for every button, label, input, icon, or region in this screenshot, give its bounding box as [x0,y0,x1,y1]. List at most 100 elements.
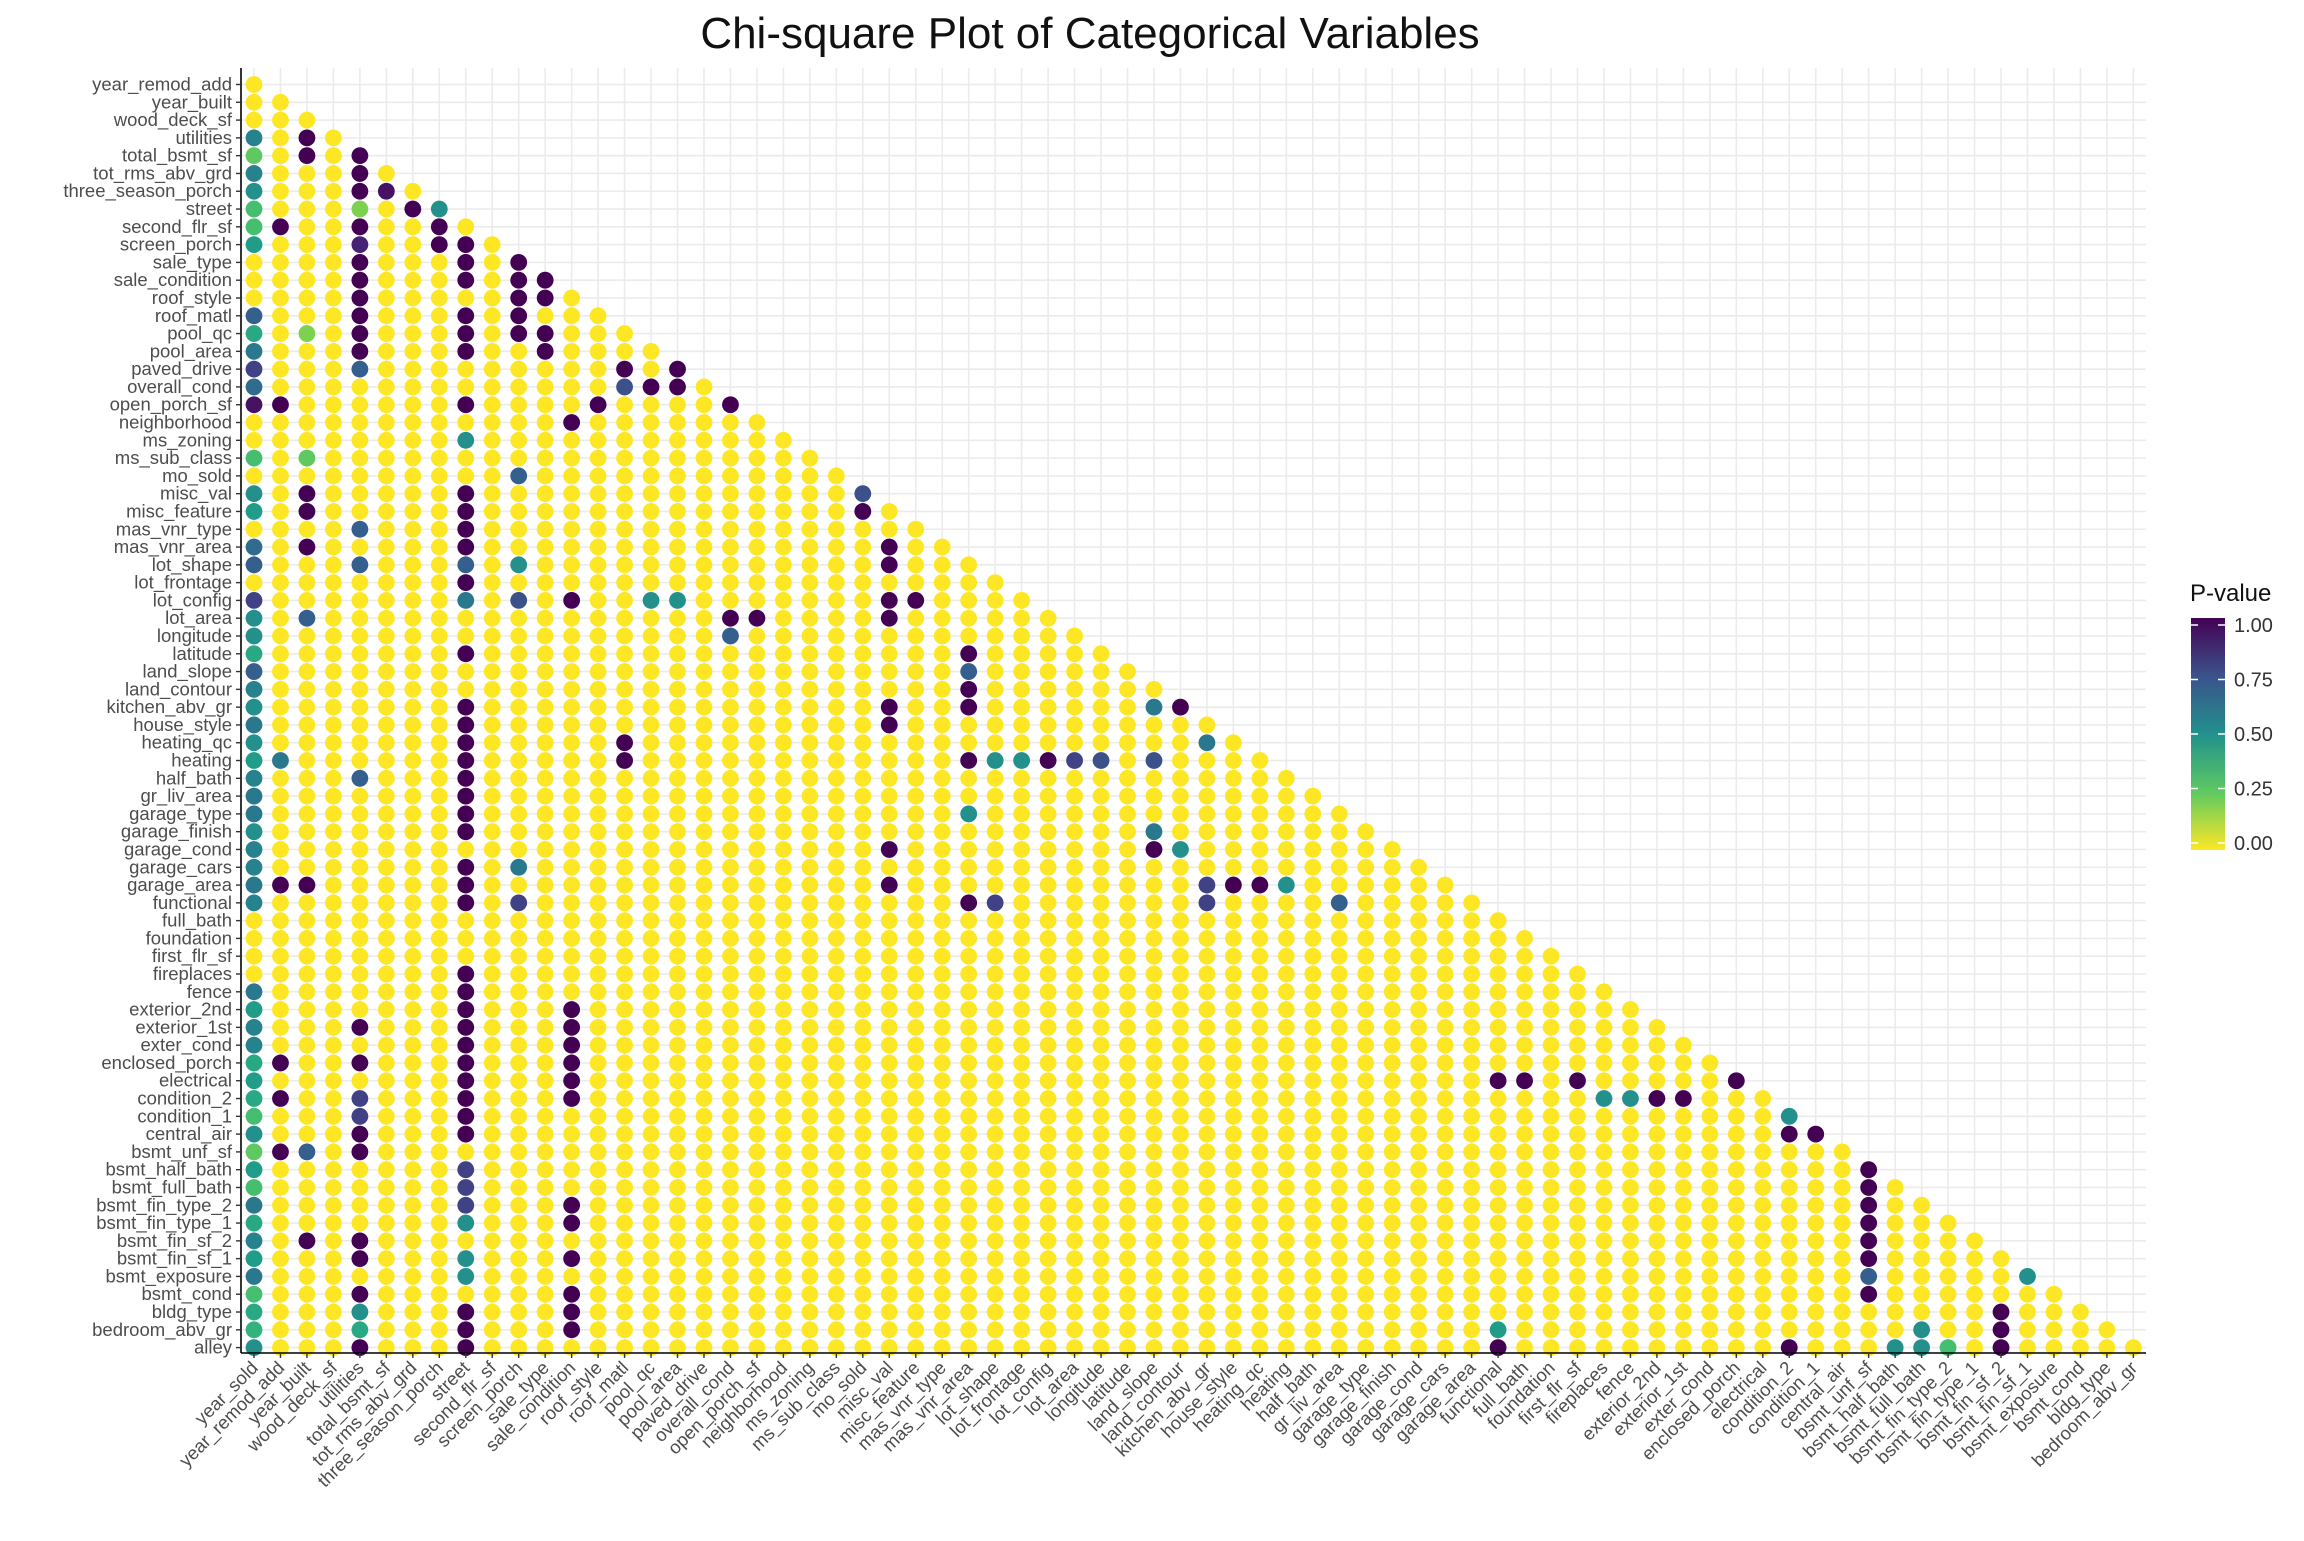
data-point [616,1125,633,1143]
y-tick-label: latitude [172,643,232,664]
data-point [510,769,528,787]
data-point [1039,1001,1057,1018]
data-point [272,1268,289,1285]
data-point [1066,1285,1083,1303]
data-point [1013,930,1031,947]
data-point [1039,734,1057,752]
data-point [748,769,766,787]
data-point [483,1161,501,1179]
data-point [827,627,845,645]
data-point [1066,1036,1083,1054]
data-point [1542,1268,1560,1285]
data-point [616,449,633,467]
data-point [1648,1196,1666,1214]
data-point [642,1339,660,1356]
data-point [377,1036,395,1054]
data-point [245,1001,263,1018]
data-point [722,1196,739,1214]
data-point [1172,1036,1189,1054]
data-point [748,1054,766,1072]
data-point [404,663,422,680]
data-point [1754,1285,1772,1303]
data-point [1383,876,1401,894]
data-point [1304,1179,1322,1196]
data-point [669,556,686,574]
data-point [1092,947,1110,965]
data-point [325,823,342,841]
data-point [377,1018,395,1036]
data-point [616,431,633,449]
data-point [404,307,422,325]
data-point [1330,823,1348,841]
data-point [536,1036,554,1054]
data-point [377,1250,395,1268]
data-point [404,1179,422,1196]
data-point [669,823,686,841]
data-point [1436,1285,1454,1303]
data-point [2072,1339,2089,1356]
data-point [536,574,554,592]
data-point [1595,1107,1613,1125]
data-point [801,1018,819,1036]
data-point [325,698,342,716]
data-point [748,520,766,538]
data-point [1119,1125,1136,1143]
data-point [1992,1268,2010,1285]
y-tick-label: overall_cond [127,376,232,398]
data-point [563,912,581,930]
data-point [483,1107,501,1125]
data-point [245,716,263,734]
data-point [642,1036,660,1054]
data-point [669,627,686,645]
data-point [1330,1107,1348,1125]
data-point [695,1143,713,1161]
data-point [1701,1250,1719,1268]
data-point [298,716,316,734]
data-point [1066,1303,1083,1321]
data-point [986,1321,1004,1339]
data-point [775,1018,792,1036]
data-point [1145,680,1163,698]
data-point [457,289,475,307]
data-point [298,449,316,467]
data-point [933,752,951,769]
data-point [351,165,369,182]
data-point [1013,1036,1031,1054]
data-point [325,556,342,574]
data-point [510,1161,528,1179]
data-point [1119,1179,1136,1196]
data-point [351,698,369,716]
data-point [880,858,898,876]
data-point [880,1090,898,1107]
data-point [880,1232,898,1250]
data-point [1992,1321,2010,1339]
data-point [1172,1196,1189,1214]
data-point [1224,1125,1242,1143]
data-point [1039,1107,1057,1125]
data-point [880,1125,898,1143]
data-point [589,841,607,858]
data-point [986,680,1004,698]
data-point [457,1143,475,1161]
data-point [404,200,422,218]
data-point [1013,752,1031,769]
data-point [272,1321,289,1339]
data-point [642,1321,660,1339]
data-point [642,734,660,752]
data-point [722,1339,739,1356]
data-point [1383,1321,1401,1339]
data-point [1622,1303,1639,1321]
data-point [1172,841,1189,858]
data-point [722,876,739,894]
data-point [351,556,369,574]
data-point [1648,1090,1666,1107]
data-point [1463,1125,1481,1143]
data-point [695,538,713,556]
data-point [430,680,448,698]
data-point [722,1232,739,1250]
data-point [483,592,501,609]
data-point [722,930,739,947]
data-point [298,414,316,431]
data-point [907,894,925,912]
data-point [1330,1090,1348,1107]
